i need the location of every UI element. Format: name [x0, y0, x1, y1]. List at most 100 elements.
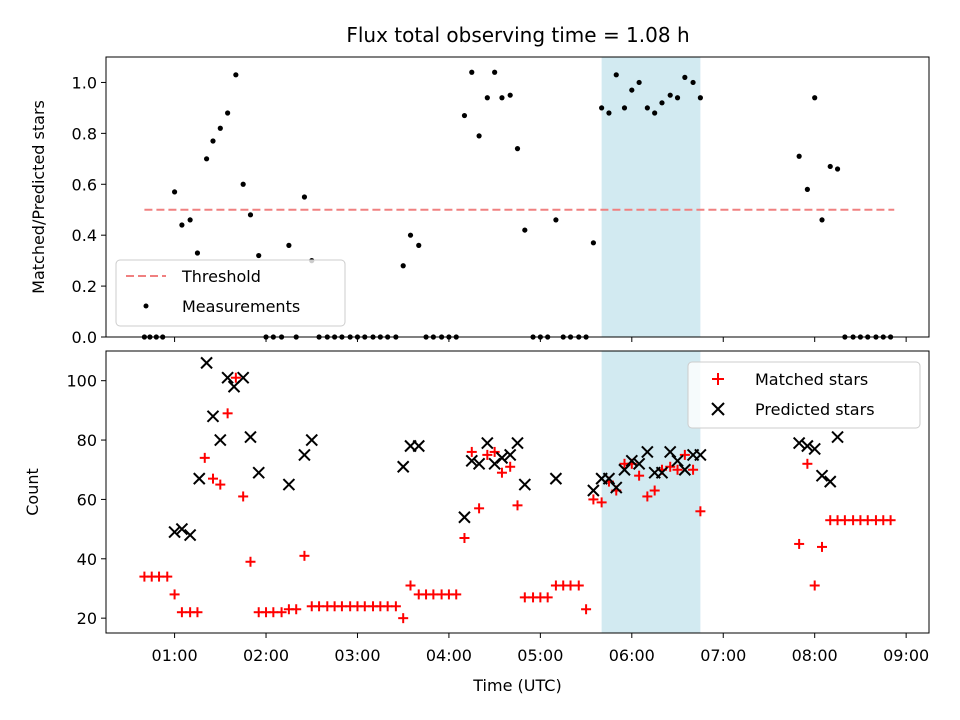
measurement-point	[256, 252, 262, 259]
measurement-point	[171, 189, 178, 195]
measurement-point	[621, 105, 628, 111]
measurement-point	[827, 163, 833, 170]
measurement-point	[233, 72, 239, 78]
measurement-point	[553, 217, 559, 223]
y-tick-label: 0.6	[72, 175, 97, 194]
measurement-point	[476, 133, 482, 139]
predicted-star-marker	[678, 463, 692, 476]
legend-measurements-label: Measurements	[182, 297, 300, 316]
matched-star-marker	[688, 464, 699, 475]
predicted-star-marker	[206, 410, 220, 423]
matched-star-marker	[588, 494, 599, 505]
predicted-star-marker	[792, 436, 806, 450]
measurement-point	[194, 250, 201, 256]
x-tick-label: 09:00	[883, 646, 929, 665]
matched-star-marker	[199, 452, 210, 463]
x-tick-label: 03:00	[334, 646, 380, 665]
matched-star-marker	[505, 461, 516, 472]
y-tick-label: 0.0	[72, 328, 97, 347]
matched-star-marker	[672, 464, 683, 475]
measurement-point	[400, 263, 406, 269]
y-axis-ratio: 0.0 0.2 0.4 0.6 0.8 1.0	[72, 73, 106, 347]
measurement-point	[644, 105, 650, 111]
measurement-point	[834, 166, 841, 172]
measurement-point	[690, 79, 696, 86]
predicted-star-marker	[671, 454, 684, 468]
predicted-star-marker	[824, 475, 837, 488]
predicted-star-marker	[602, 472, 616, 485]
y-tick-label: 0.2	[72, 277, 97, 296]
x-tick-label: 07:00	[700, 646, 746, 665]
measurement-point	[629, 87, 635, 93]
highlight-span	[601, 351, 701, 633]
predicted-star-marker	[396, 460, 410, 473]
measurement-point	[203, 156, 210, 162]
measurement-point	[217, 125, 223, 131]
predicted-star-marker	[481, 436, 494, 450]
measurement-point	[469, 69, 475, 75]
predicted-star-marker	[183, 528, 197, 542]
matched-star-marker	[192, 607, 203, 618]
measurement-point	[416, 242, 422, 248]
legend-matched-swatch	[712, 373, 724, 385]
measurement-point	[507, 92, 513, 98]
matched-star-marker	[299, 550, 310, 561]
predicted-star-marker	[458, 511, 471, 524]
matched-star-marker	[489, 446, 500, 457]
measurement-point	[599, 105, 605, 111]
predicted-star-marker	[244, 430, 257, 444]
y-tick-label: 60	[77, 490, 97, 509]
matched-star-marker	[482, 449, 493, 460]
matched-star-marker	[573, 580, 584, 591]
matched-star-marker	[276, 607, 287, 618]
measurement-point	[682, 74, 688, 80]
matched-star-marker	[885, 515, 896, 526]
measurement-point	[407, 232, 414, 238]
x-tick-label: 08:00	[792, 646, 838, 665]
matched-star-marker	[581, 604, 592, 615]
predicted-star-marker	[503, 448, 517, 462]
measurement-point	[804, 186, 810, 192]
predicted-star-marker	[632, 457, 646, 471]
predicted-star-marker	[200, 356, 213, 370]
legend-top: Threshold Measurements	[115, 259, 346, 327]
measurement-point	[286, 242, 292, 248]
measurement-point	[461, 112, 468, 119]
y-axis-count: 20 40 60 80 100	[66, 372, 106, 628]
matched-star-marker	[642, 491, 653, 502]
predicted-star-marker	[808, 442, 821, 456]
measurement-point	[674, 95, 681, 101]
predicted-star-marker	[831, 430, 844, 444]
matched-star-marker	[817, 541, 828, 552]
y-tick-label: 40	[77, 550, 97, 569]
measurement-point	[636, 79, 642, 86]
matched-stars-points	[139, 372, 896, 624]
matched-star-marker	[215, 479, 226, 490]
y-axis-label-count: Count	[23, 468, 42, 516]
measurement-point	[225, 110, 231, 116]
x-tick-label: 01:00	[152, 646, 198, 665]
measurement-point	[819, 217, 825, 223]
predicted-star-marker	[801, 439, 814, 453]
measurement-point	[613, 72, 619, 78]
x-tick-label: 04:00	[426, 646, 472, 665]
matched-star-marker	[679, 449, 690, 460]
y-tick-label: 0.4	[72, 226, 97, 245]
matched-star-marker	[245, 556, 256, 567]
legend-measurements-swatch	[143, 303, 149, 309]
measurement-point	[812, 95, 818, 101]
measurement-point	[247, 212, 254, 218]
y-axis-label-ratio: Matched/Predicted stars	[29, 100, 48, 294]
matched-star-marker	[162, 571, 173, 582]
predicted-star-marker	[694, 448, 707, 462]
matched-star-marker	[451, 589, 462, 600]
predicted-star-marker	[815, 469, 829, 482]
y-tick-label: 0.8	[72, 124, 97, 143]
ratio-panel: 0.0 0.2 0.4 0.6 0.8 1.0 Matched/Predicted sta…	[29, 56, 930, 347]
matched-star-marker	[542, 592, 553, 603]
matched-star-marker	[496, 467, 507, 478]
matched-star-marker	[207, 473, 218, 484]
measurement-point	[514, 146, 521, 152]
measurement-point	[590, 240, 596, 246]
predicted-star-marker	[305, 433, 318, 447]
